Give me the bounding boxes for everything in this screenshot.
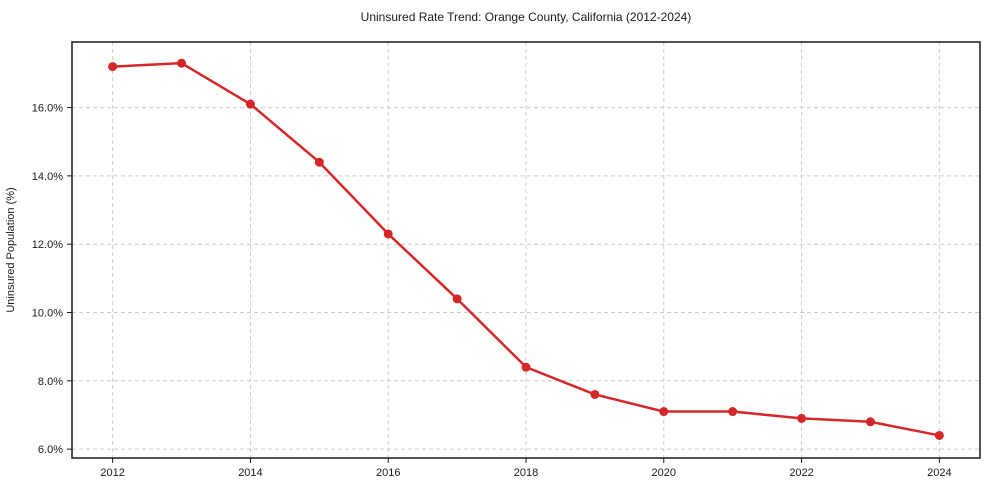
y-tick-label-6.0%: 6.0%	[38, 444, 63, 456]
data-point-2024	[934, 430, 944, 440]
data-point-2018	[521, 362, 531, 372]
x-tick-label-2024: 2024	[927, 467, 951, 479]
data-point-2021	[728, 407, 738, 417]
data-point-2022	[797, 413, 807, 423]
y-tick-label-12.0%: 12.0%	[32, 239, 63, 251]
data-point-2012	[108, 62, 118, 72]
data-point-2023	[865, 417, 875, 427]
gridlines	[72, 42, 980, 458]
x-tick-label-2020: 2020	[652, 467, 676, 479]
data-point-2015	[314, 157, 324, 167]
axis-tick-labels: 2012 2014 2016 2018 2020 2022 2024 6.0% 8.0% 10.0…	[32, 103, 952, 479]
x-tick-label-2018: 2018	[514, 467, 538, 479]
data-point-2014	[245, 99, 255, 109]
y-tick-label-16.0%: 16.0%	[32, 103, 63, 115]
x-tick-label-2014: 2014	[238, 467, 262, 479]
x-tick-label-2016: 2016	[376, 467, 400, 479]
x-tick-label-2022: 2022	[789, 467, 813, 479]
data-point-2016	[383, 229, 393, 239]
data-point-2020	[659, 407, 669, 417]
data-point-2019	[590, 389, 600, 399]
x-tick-label-2012: 2012	[100, 467, 124, 479]
chart-title: Uninsured Rate Trend: Orange County, Cal…	[361, 10, 692, 24]
data-point-2013	[177, 58, 187, 68]
axis-ticks	[67, 107, 940, 463]
y-tick-label-14.0%: 14.0%	[32, 171, 63, 183]
data-series	[108, 58, 944, 440]
data-point-2017	[452, 294, 462, 304]
y-tick-label-10.0%: 10.0%	[32, 308, 63, 320]
y-axis-label: Uninsured Population (%)	[5, 187, 17, 312]
y-tick-label-8.0%: 8.0%	[38, 376, 63, 388]
